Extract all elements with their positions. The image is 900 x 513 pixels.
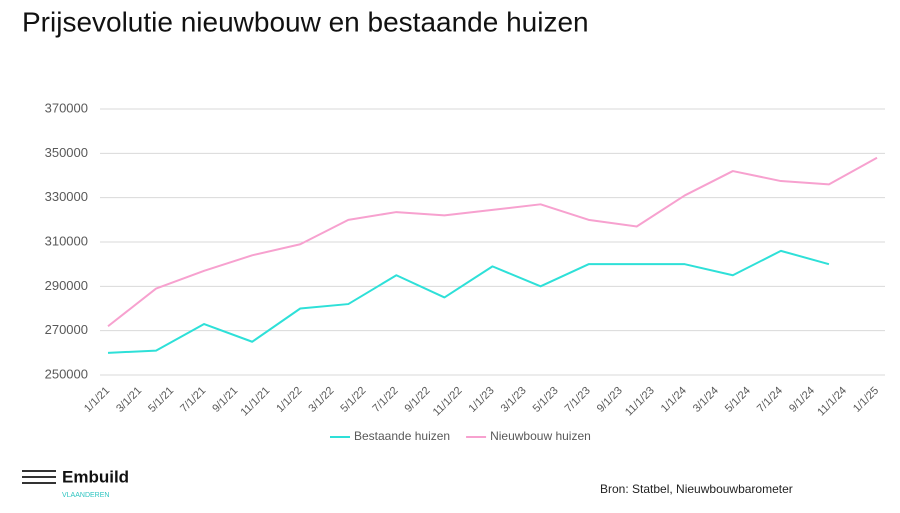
y-tick-label: 290000 xyxy=(45,278,88,293)
series-line xyxy=(107,249,830,354)
x-tick-label: 5/1/24 xyxy=(723,385,753,415)
x-tick-label: 11/1/22 xyxy=(431,385,465,419)
x-tick-label: 9/1/23 xyxy=(595,385,625,415)
x-tick-label: 3/1/24 xyxy=(691,385,721,415)
legend-label: Bestaande huizen xyxy=(354,429,450,443)
y-tick-label: 330000 xyxy=(45,189,88,204)
x-tick-label: 1/1/22 xyxy=(274,385,304,415)
x-tick-label: 9/1/21 xyxy=(210,385,240,415)
x-tick-label: 1/1/25 xyxy=(851,385,881,415)
logo-name: Embuild xyxy=(62,467,129,486)
x-tick-label: 1/1/21 xyxy=(82,385,112,415)
x-tick-label: 1/1/24 xyxy=(659,385,689,415)
x-tick-label: 11/1/23 xyxy=(623,385,657,419)
x-tick-label: 9/1/22 xyxy=(402,385,432,415)
x-tick-label: 9/1/24 xyxy=(787,385,817,415)
x-tick-label: 5/1/22 xyxy=(338,385,368,415)
x-tick-label: 7/1/24 xyxy=(755,385,785,415)
y-tick-label: 310000 xyxy=(45,233,88,248)
x-tick-label: 7/1/21 xyxy=(178,385,208,415)
y-tick-label: 350000 xyxy=(45,145,88,160)
chart-title: Prijsevolutie nieuwbouw en bestaande hui… xyxy=(22,6,589,37)
logo-sub: VLAANDEREN xyxy=(62,492,109,499)
logo-icon xyxy=(22,470,56,484)
y-tick-label: 250000 xyxy=(45,366,88,381)
legend-label: Nieuwbouw huizen xyxy=(490,429,591,443)
x-tick-label: 7/1/23 xyxy=(563,385,593,415)
x-tick-label: 5/1/23 xyxy=(531,385,561,415)
source: Bron: Statbel, Nieuwbouwbarometer xyxy=(600,482,793,496)
x-tick-label: 3/1/23 xyxy=(499,385,529,415)
x-tick-label: 7/1/22 xyxy=(370,385,400,415)
x-tick-label: 3/1/21 xyxy=(114,385,144,415)
x-tick-label: 5/1/21 xyxy=(146,385,176,415)
y-tick-label: 270000 xyxy=(45,322,88,337)
x-tick-label: 11/1/24 xyxy=(815,385,849,419)
x-tick-label: 11/1/21 xyxy=(239,385,273,419)
x-tick-label: 3/1/22 xyxy=(306,385,336,415)
x-tick-label: 1/1/23 xyxy=(467,385,497,415)
y-tick-label: 370000 xyxy=(45,100,88,115)
series-line xyxy=(107,156,878,328)
